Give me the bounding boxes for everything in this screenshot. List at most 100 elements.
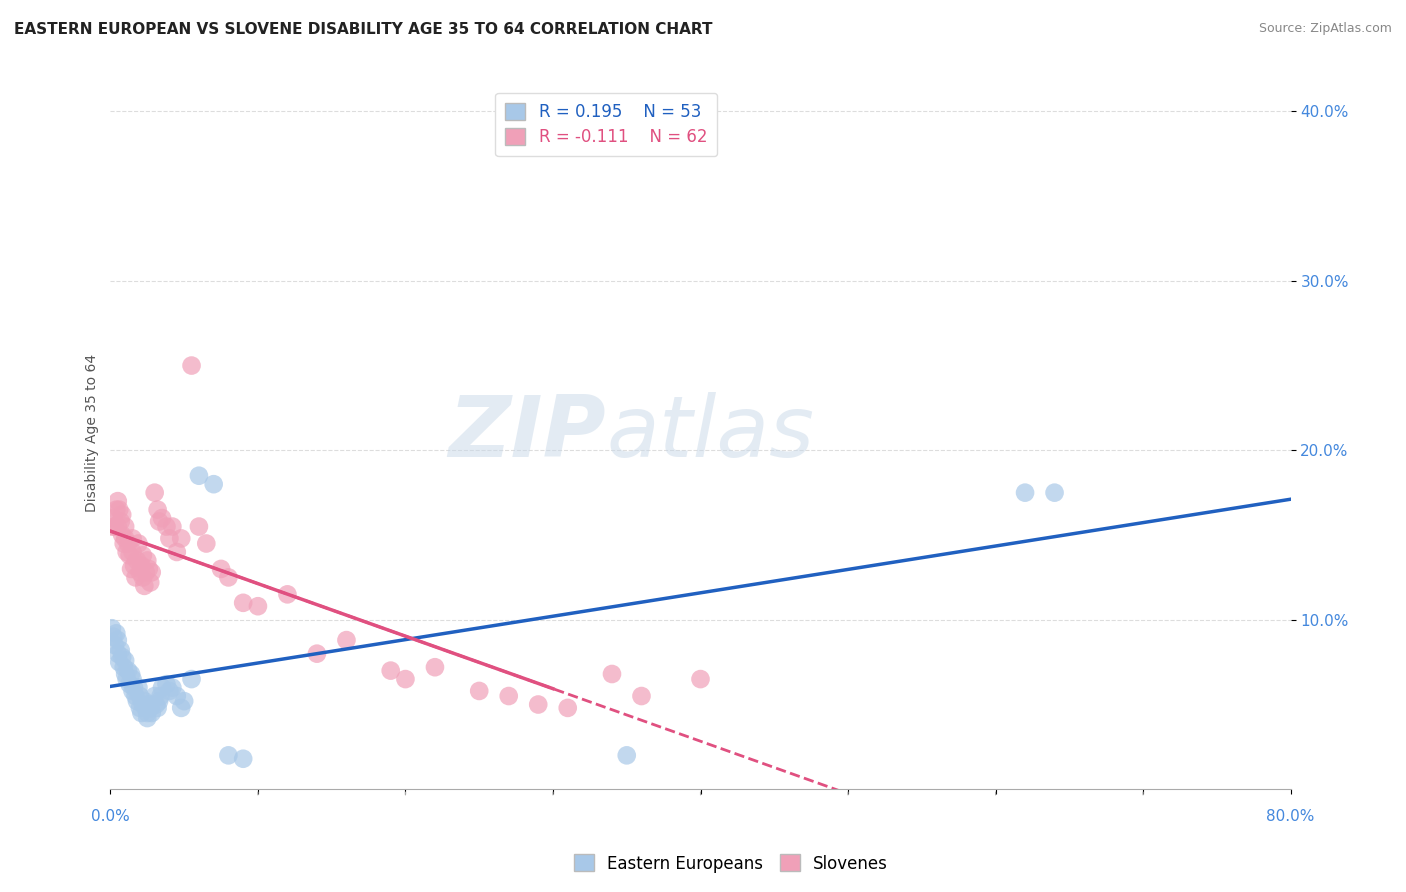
Point <box>276 587 298 601</box>
Point <box>125 694 148 708</box>
Point <box>131 706 153 720</box>
Point <box>170 532 193 546</box>
Point <box>139 701 162 715</box>
Point <box>217 748 239 763</box>
Point <box>195 536 218 550</box>
Point <box>180 359 202 373</box>
Point <box>132 698 155 712</box>
Point <box>118 549 141 563</box>
Point <box>117 536 139 550</box>
Point <box>122 558 145 573</box>
Point <box>138 562 160 576</box>
Point <box>155 519 177 533</box>
Point <box>136 706 159 720</box>
Point <box>103 511 125 525</box>
Point <box>104 638 127 652</box>
Point <box>118 677 141 691</box>
Point <box>149 689 172 703</box>
Point <box>157 684 180 698</box>
Point <box>129 701 152 715</box>
Point <box>170 701 193 715</box>
Text: Source: ZipAtlas.com: Source: ZipAtlas.com <box>1258 22 1392 36</box>
Point <box>146 701 169 715</box>
Point <box>145 698 167 712</box>
Point <box>138 698 160 712</box>
Point <box>121 545 143 559</box>
Point <box>162 519 184 533</box>
Point <box>101 621 124 635</box>
Point <box>157 532 180 546</box>
Point <box>112 536 135 550</box>
Point <box>209 562 232 576</box>
Point <box>1014 485 1036 500</box>
Point <box>111 508 134 522</box>
Point <box>107 647 129 661</box>
Point <box>117 664 139 678</box>
Point <box>107 494 129 508</box>
Point <box>129 689 152 703</box>
Point <box>305 647 328 661</box>
Point <box>246 599 269 614</box>
Point <box>1043 485 1066 500</box>
Point <box>141 566 163 580</box>
Point <box>143 689 166 703</box>
Point <box>141 706 163 720</box>
Point <box>527 698 550 712</box>
Point <box>600 667 623 681</box>
Point <box>114 519 136 533</box>
Point <box>335 633 357 648</box>
Point <box>127 681 149 695</box>
Point <box>104 519 127 533</box>
Point <box>129 566 152 580</box>
Point <box>108 502 131 516</box>
Point <box>380 664 402 678</box>
Point <box>187 519 209 533</box>
Point <box>689 672 711 686</box>
Point <box>468 684 491 698</box>
Text: atlas: atlas <box>606 392 814 475</box>
Point <box>150 511 173 525</box>
Point <box>135 566 157 580</box>
Point <box>111 528 134 542</box>
Point <box>148 515 170 529</box>
Point <box>498 689 520 703</box>
Point <box>111 650 134 665</box>
Point <box>114 667 136 681</box>
Point <box>120 667 142 681</box>
Point <box>115 545 138 559</box>
Point <box>124 570 146 584</box>
Point <box>136 553 159 567</box>
Point <box>110 515 132 529</box>
Point <box>616 748 638 763</box>
Point <box>114 532 136 546</box>
Point <box>394 672 416 686</box>
Point <box>232 752 254 766</box>
Legend: Eastern Europeans, Slovenes: Eastern Europeans, Slovenes <box>568 847 894 880</box>
Point <box>131 558 153 573</box>
Point <box>125 553 148 567</box>
Point <box>136 711 159 725</box>
Point <box>166 545 188 559</box>
Legend: R = 0.195    N = 53, R = -0.111    N = 62: R = 0.195 N = 53, R = -0.111 N = 62 <box>495 93 717 156</box>
Point <box>232 596 254 610</box>
Point <box>187 468 209 483</box>
Point <box>173 694 195 708</box>
Text: 80.0%: 80.0% <box>1267 809 1315 824</box>
Point <box>127 536 149 550</box>
Point <box>105 626 128 640</box>
Point <box>110 643 132 657</box>
Point <box>122 681 145 695</box>
Point <box>120 562 142 576</box>
Point <box>107 519 129 533</box>
Point <box>180 672 202 686</box>
Point <box>115 672 138 686</box>
Point <box>155 677 177 691</box>
Point <box>107 633 129 648</box>
Point <box>134 694 156 708</box>
Point <box>423 660 446 674</box>
Point <box>132 570 155 584</box>
Text: 0.0%: 0.0% <box>91 809 129 824</box>
Point <box>121 684 143 698</box>
Point <box>103 630 125 644</box>
Point <box>162 681 184 695</box>
